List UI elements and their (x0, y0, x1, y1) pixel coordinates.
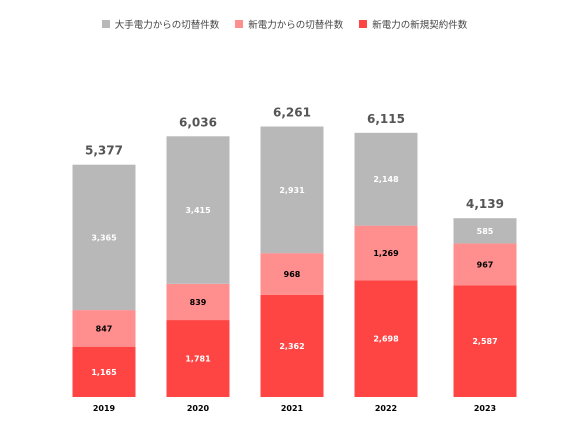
total-label-2019: 5,377 (85, 144, 123, 158)
legend-swatch-major-switch (101, 20, 110, 28)
data-label-new-power-switch-2019: 847 (96, 324, 113, 333)
legend-swatch-new-contracts (359, 20, 368, 28)
total-label-2023: 4,139 (466, 197, 504, 211)
legend-item-new-power-switch: 新電力からの切替件数 (235, 17, 343, 31)
bar-segment-new-power-switch-2020 (166, 283, 230, 321)
bar-segment-major-switch-2021 (260, 126, 324, 254)
bar-segment-major-switch-2019 (72, 164, 136, 311)
data-label-new-power-switch-2021: 968 (284, 270, 301, 279)
legend-item-new-contracts: 新電力の新規契約件数 (359, 17, 467, 31)
bar-segment-major-switch-2023 (453, 218, 517, 244)
bar-segment-new-contracts-2023 (453, 285, 517, 397)
total-label-2021: 6,261 (273, 106, 311, 120)
bar-segment-new-contracts-2021 (260, 294, 324, 397)
data-label-new-power-switch-2020: 839 (190, 298, 207, 307)
data-label-major-switch-2019: 3,365 (91, 233, 117, 242)
total-label-2022: 6,115 (367, 112, 405, 126)
bar-segment-new-contracts-2020 (166, 320, 230, 397)
bar-segment-major-switch-2020 (166, 136, 230, 284)
bar-segment-new-power-switch-2022 (354, 225, 418, 281)
legend-label-new-power-switch: 新電力からの切替件数 (248, 20, 344, 31)
bar-segment-major-switch-2022 (354, 132, 418, 226)
legend-item-major-switch: 大手電力からの切替件数 (101, 17, 220, 31)
data-label-major-switch-2020: 3,415 (185, 206, 211, 215)
x-tick-label-2020: 2020 (187, 404, 210, 413)
x-tick-label-2023: 2023 (474, 404, 496, 413)
data-label-new-contracts-2019: 1,165 (91, 368, 117, 377)
total-label-2020: 6,036 (179, 115, 217, 129)
data-label-new-contracts-2023: 2,587 (472, 337, 497, 346)
data-label-major-switch-2021: 2,931 (279, 186, 305, 195)
data-label-major-switch-2023: 585 (477, 227, 494, 236)
bar-segment-new-power-switch-2019 (72, 310, 136, 347)
x-tick-label-2019: 2019 (93, 404, 116, 413)
bar-segment-new-power-switch-2021 (260, 253, 324, 295)
legend-swatch-new-power-switch (235, 20, 244, 28)
legend-label-new-contracts: 新電力の新規契約件数 (372, 20, 468, 31)
data-label-new-contracts-2021: 2,362 (279, 342, 304, 351)
bar-segment-new-contracts-2022 (354, 280, 418, 397)
data-label-new-contracts-2022: 2,698 (373, 335, 399, 344)
bar-segment-new-power-switch-2023 (453, 243, 517, 286)
data-label-new-contracts-2020: 1,781 (185, 355, 211, 364)
data-label-new-power-switch-2023: 967 (477, 260, 494, 269)
legend-label-major-switch: 大手電力からの切替件数 (114, 20, 220, 31)
bar-segment-new-contracts-2019 (72, 346, 136, 397)
chart-legend: 大手電力からの切替件数 新電力からの切替件数 新電力の新規契約件数 (0, 14, 569, 34)
x-tick-label-2021: 2021 (281, 404, 304, 413)
data-label-major-switch-2022: 2,148 (373, 175, 399, 184)
x-tick-label-2022: 2022 (375, 404, 397, 413)
data-label-new-power-switch-2022: 1,269 (373, 249, 399, 258)
